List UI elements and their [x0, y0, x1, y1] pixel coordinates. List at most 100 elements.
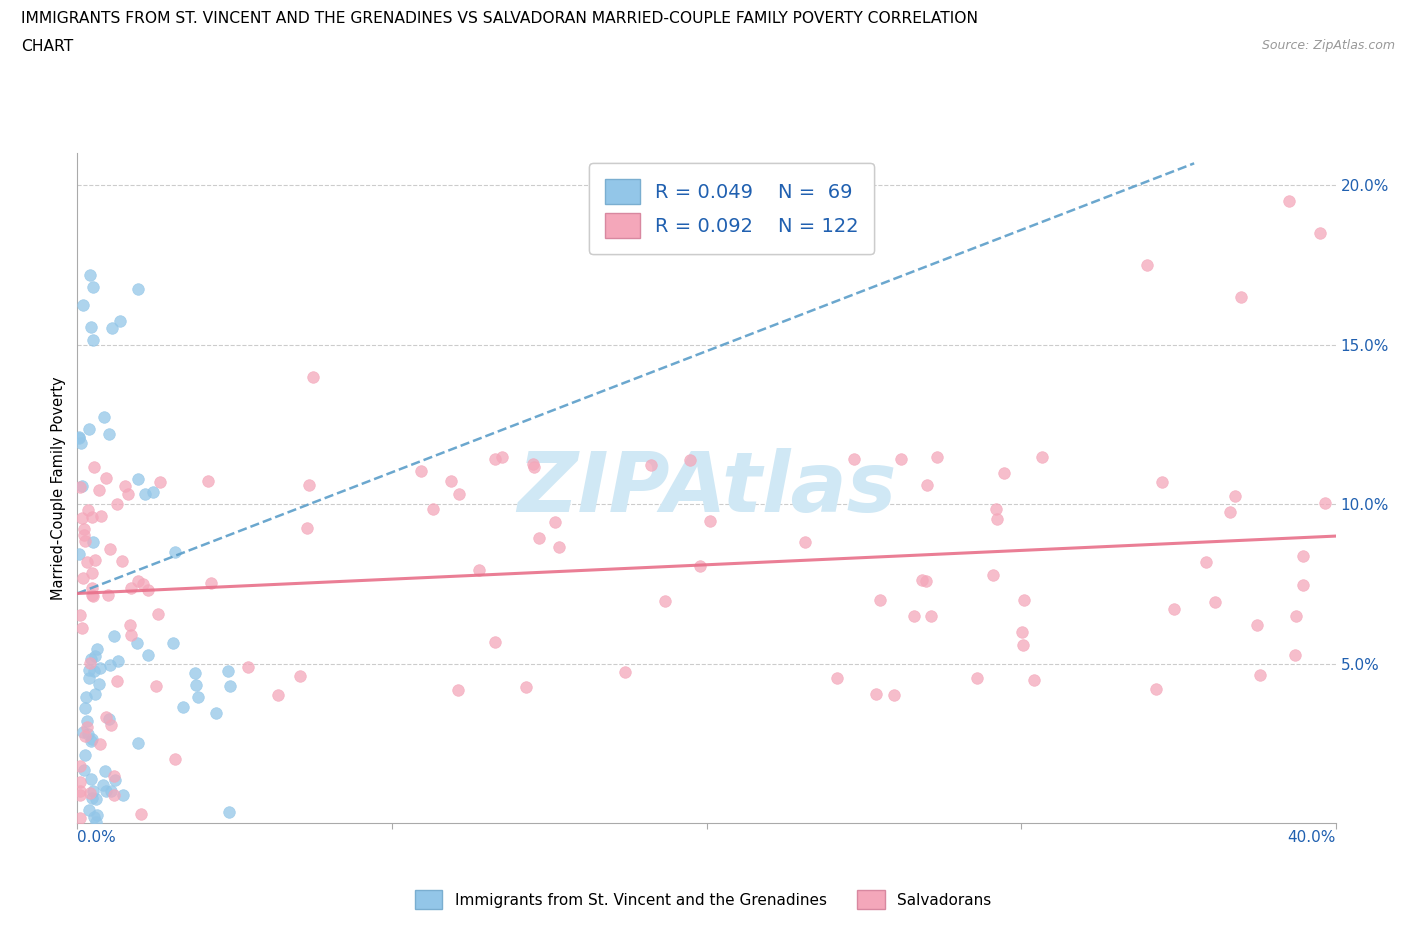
- Point: [640, 458, 662, 473]
- Point: [91, 777, 114, 792]
- Point: [1284, 608, 1306, 623]
- Point: [1163, 602, 1185, 617]
- Point: [79, 422, 101, 437]
- Point: [83, 663, 105, 678]
- Point: [186, 678, 208, 693]
- Point: [267, 687, 290, 702]
- Point: [120, 618, 142, 632]
- Point: [80, 731, 103, 746]
- Point: [120, 627, 142, 642]
- Point: [69, 811, 91, 826]
- Point: [70, 511, 93, 525]
- Point: [523, 459, 546, 474]
- Point: [981, 567, 1004, 582]
- Point: [112, 788, 135, 803]
- Point: [111, 554, 134, 569]
- Point: [883, 687, 905, 702]
- Point: [89, 737, 111, 751]
- Point: [98, 542, 121, 557]
- Point: [218, 805, 240, 820]
- Point: [83, 809, 105, 824]
- Point: [86, 808, 108, 823]
- Point: [77, 502, 100, 517]
- Point: [104, 773, 127, 788]
- Point: [98, 712, 121, 727]
- Point: [911, 573, 934, 588]
- Point: [80, 734, 103, 749]
- Point: [80, 320, 103, 335]
- Point: [1292, 549, 1315, 564]
- Point: [107, 654, 129, 669]
- Point: [1012, 638, 1035, 653]
- Point: [844, 452, 866, 467]
- Point: [491, 449, 513, 464]
- Point: [920, 608, 942, 623]
- Point: [614, 665, 637, 680]
- Point: [136, 648, 159, 663]
- Point: [890, 452, 912, 467]
- Point: [89, 483, 111, 498]
- Point: [117, 486, 139, 501]
- Point: [75, 689, 97, 704]
- Point: [1031, 450, 1053, 465]
- Point: [76, 554, 98, 569]
- Text: 0.0%: 0.0%: [77, 830, 117, 844]
- Point: [69, 783, 91, 798]
- Text: ZIPAtlas: ZIPAtlas: [517, 447, 896, 529]
- Point: [69, 775, 91, 790]
- Point: [522, 457, 544, 472]
- Point: [127, 736, 149, 751]
- Point: [915, 574, 938, 589]
- Point: [103, 629, 125, 644]
- Point: [82, 332, 104, 347]
- Point: [1292, 578, 1315, 592]
- Point: [136, 582, 159, 597]
- Point: [447, 486, 470, 501]
- Point: [72, 570, 94, 585]
- Point: [1309, 226, 1331, 241]
- Point: [79, 786, 101, 801]
- Point: [1194, 555, 1216, 570]
- Point: [1315, 496, 1337, 511]
- Point: [73, 728, 96, 743]
- Point: [72, 298, 94, 312]
- Point: [1152, 474, 1174, 489]
- Point: [127, 574, 149, 589]
- Point: [127, 472, 149, 486]
- Legend: Immigrants from St. Vincent and the Grenadines, Salvadorans: Immigrants from St. Vincent and the Gren…: [409, 884, 997, 915]
- Point: [86, 642, 108, 657]
- Point: [548, 539, 571, 554]
- Point: [94, 783, 117, 798]
- Point: [302, 369, 325, 384]
- Point: [297, 520, 319, 535]
- Point: [162, 636, 184, 651]
- Point: [986, 501, 1008, 516]
- Point: [689, 559, 711, 574]
- Point: [82, 280, 104, 295]
- Point: [1204, 594, 1226, 609]
- Point: [69, 479, 91, 494]
- Legend: R = 0.049    N =  69, R = 0.092    N = 122: R = 0.049 N = 69, R = 0.092 N = 122: [589, 163, 875, 254]
- Point: [67, 431, 90, 445]
- Point: [82, 589, 104, 604]
- Point: [1230, 289, 1253, 304]
- Point: [993, 465, 1015, 480]
- Point: [73, 534, 96, 549]
- Text: 40.0%: 40.0%: [1288, 830, 1336, 844]
- Point: [149, 475, 172, 490]
- Point: [82, 509, 104, 524]
- Y-axis label: Married-Couple Family Poverty: Married-Couple Family Poverty: [51, 377, 66, 600]
- Point: [165, 752, 187, 767]
- Point: [77, 662, 100, 677]
- Point: [197, 473, 219, 488]
- Point: [515, 680, 537, 695]
- Point: [69, 758, 91, 773]
- Point: [83, 459, 105, 474]
- Point: [1011, 625, 1033, 640]
- Point: [544, 514, 567, 529]
- Point: [82, 790, 104, 805]
- Point: [127, 281, 149, 296]
- Point: [915, 478, 938, 493]
- Point: [75, 701, 97, 716]
- Point: [73, 528, 96, 543]
